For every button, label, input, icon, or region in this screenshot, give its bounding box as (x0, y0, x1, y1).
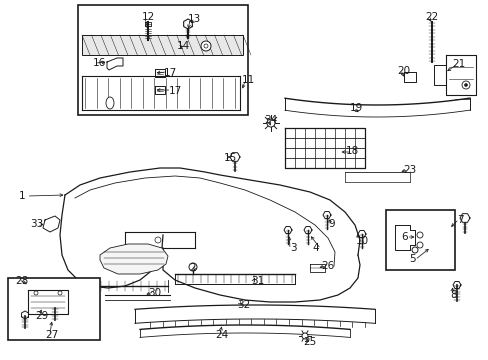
Text: 25: 25 (303, 337, 316, 347)
Bar (78, 5, 247, 115)
Text: 9: 9 (328, 219, 335, 229)
Text: 15: 15 (223, 153, 236, 163)
Text: 30: 30 (148, 288, 161, 298)
Text: 27: 27 (45, 330, 59, 340)
Polygon shape (100, 244, 168, 274)
Text: 21: 21 (451, 59, 465, 69)
Text: 5: 5 (409, 254, 415, 264)
Circle shape (34, 291, 38, 295)
Circle shape (416, 242, 422, 248)
Bar (385, 210, 454, 270)
Text: 3: 3 (289, 243, 296, 253)
Text: 17: 17 (163, 68, 176, 78)
Circle shape (411, 247, 417, 253)
Text: 6: 6 (401, 232, 407, 242)
Ellipse shape (106, 97, 114, 109)
Text: 18: 18 (345, 146, 358, 156)
Circle shape (416, 232, 422, 238)
Text: 34: 34 (264, 115, 277, 125)
Circle shape (266, 119, 274, 127)
Text: 16: 16 (92, 58, 105, 68)
Circle shape (203, 44, 207, 48)
Bar (8, 278, 100, 340)
Bar (82, 35, 243, 55)
Text: 12: 12 (141, 12, 154, 22)
Text: 33: 33 (30, 219, 43, 229)
Text: 20: 20 (397, 66, 410, 76)
Circle shape (58, 291, 62, 295)
Text: 13: 13 (187, 14, 200, 24)
Text: 24: 24 (215, 330, 228, 340)
Circle shape (201, 41, 210, 51)
Text: 14: 14 (176, 41, 189, 51)
Circle shape (189, 263, 197, 271)
Text: 11: 11 (241, 75, 254, 85)
Text: 32: 32 (237, 300, 250, 310)
Text: 28: 28 (15, 276, 29, 286)
Text: 4: 4 (312, 243, 319, 253)
Circle shape (461, 81, 469, 89)
Text: 29: 29 (35, 311, 48, 321)
Text: 19: 19 (348, 103, 362, 113)
Text: 1: 1 (19, 191, 25, 201)
Text: 8: 8 (450, 290, 456, 300)
Circle shape (155, 237, 161, 243)
Text: 7: 7 (456, 215, 462, 225)
Circle shape (464, 84, 467, 86)
Text: 2: 2 (189, 263, 196, 273)
Text: 10: 10 (355, 236, 368, 246)
Text: 31: 31 (251, 276, 264, 286)
Circle shape (302, 333, 307, 339)
Text: 26: 26 (321, 261, 334, 271)
Text: 17: 17 (168, 86, 181, 96)
Text: 22: 22 (425, 12, 438, 22)
Text: 23: 23 (403, 165, 416, 175)
